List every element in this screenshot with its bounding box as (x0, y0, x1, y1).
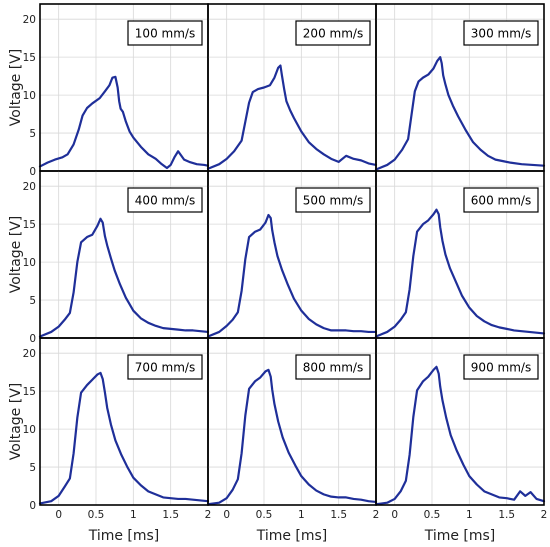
legend-box (295, 187, 371, 213)
x-tick-label: 1.5 (162, 509, 179, 521)
legend-label: 900 mm/s (471, 361, 531, 375)
series-line (206, 213, 378, 338)
x-tick-label: 1 (466, 509, 473, 521)
series-line (374, 208, 546, 338)
y-axis-label: Voltage [V] (8, 49, 24, 126)
legend-box (463, 354, 539, 380)
legend-box (127, 20, 203, 46)
panel: 600 mm/s (374, 170, 546, 339)
legend-label: 800 mm/s (303, 361, 363, 375)
legend-box (295, 20, 371, 46)
panel: 700 mm/s 0 5 10 15 20 0 0.5 1 1.5 2 (23, 337, 212, 521)
series-line (374, 365, 546, 506)
x-axis-label: Time [ms] (424, 528, 496, 544)
y-tick-label: 5 (29, 295, 36, 307)
panel: 800 mm/s 0 0.5 1 1.5 2 (206, 337, 380, 521)
y-axis-label: Voltage [V] (8, 216, 24, 293)
y-tick-label: 5 (29, 462, 36, 474)
legend-box (463, 20, 539, 46)
x-tick-label: 0 (223, 509, 230, 521)
x-tick-label: 0 (391, 509, 398, 521)
y-tick-label: 10 (23, 90, 36, 102)
x-tick-label: 0.5 (88, 509, 105, 521)
y-tick-label: 15 (23, 386, 36, 398)
legend-label: 200 mm/s (303, 27, 363, 41)
y-axis-label: Voltage [V] (8, 383, 24, 460)
x-tick-label: 0.5 (424, 509, 441, 521)
y-tick-label: 20 (23, 348, 36, 360)
y-tick-label: 20 (23, 14, 36, 26)
x-tick-label: 2 (373, 509, 380, 521)
panel: 300 mm/s (374, 3, 546, 172)
y-tick-label: 5 (29, 128, 36, 140)
x-tick-label: 1.5 (330, 509, 347, 521)
legend-label: 500 mm/s (303, 194, 363, 208)
legend-box (295, 354, 371, 380)
legend-box (463, 187, 539, 213)
y-tick-label: 10 (23, 424, 36, 436)
legend-box (127, 187, 203, 213)
legend-label: 600 mm/s (471, 194, 531, 208)
x-tick-label: 1 (130, 509, 137, 521)
series-line (206, 64, 378, 170)
x-tick-label: 2 (541, 509, 548, 521)
y-tick-label: 0 (29, 333, 36, 345)
y-tick-label: 10 (23, 257, 36, 269)
series-line (38, 75, 210, 170)
axis-labels: Voltage [V] Voltage [V] Voltage [V] Time… (8, 49, 495, 544)
panel: 200 mm/s (206, 3, 378, 172)
y-tick-label: 15 (23, 52, 36, 64)
x-tick-label: 1.5 (498, 509, 515, 521)
panel: 100 mm/s 0 5 10 15 20 (23, 3, 210, 178)
panel: 900 mm/s 0 0.5 1 1.5 2 (374, 337, 548, 521)
y-tick-label: 0 (29, 500, 36, 512)
legend-label: 700 mm/s (135, 361, 195, 375)
y-tick-label: 15 (23, 219, 36, 231)
panel: 500 mm/s (206, 170, 378, 339)
x-tick-label: 0 (55, 509, 62, 521)
x-axis-label: Time [ms] (256, 528, 328, 544)
y-tick-label: 20 (23, 181, 36, 193)
series-line (374, 56, 546, 171)
legend-label: 400 mm/s (135, 194, 195, 208)
legend-label: 300 mm/s (471, 27, 531, 41)
legend-label: 100 mm/s (135, 27, 195, 41)
x-tick-label: 0.5 (256, 509, 273, 521)
x-tick-label: 1 (298, 509, 305, 521)
x-axis-label: Time [ms] (88, 528, 160, 544)
panel-frame (375, 337, 545, 506)
series-line (38, 217, 210, 338)
panel: 400 mm/s 0 5 10 15 20 (23, 170, 210, 345)
series-line (206, 368, 378, 506)
legend-box (127, 354, 203, 380)
y-tick-label: 0 (29, 166, 36, 178)
x-tick-label: 2 (205, 509, 212, 521)
series-line (38, 371, 210, 505)
